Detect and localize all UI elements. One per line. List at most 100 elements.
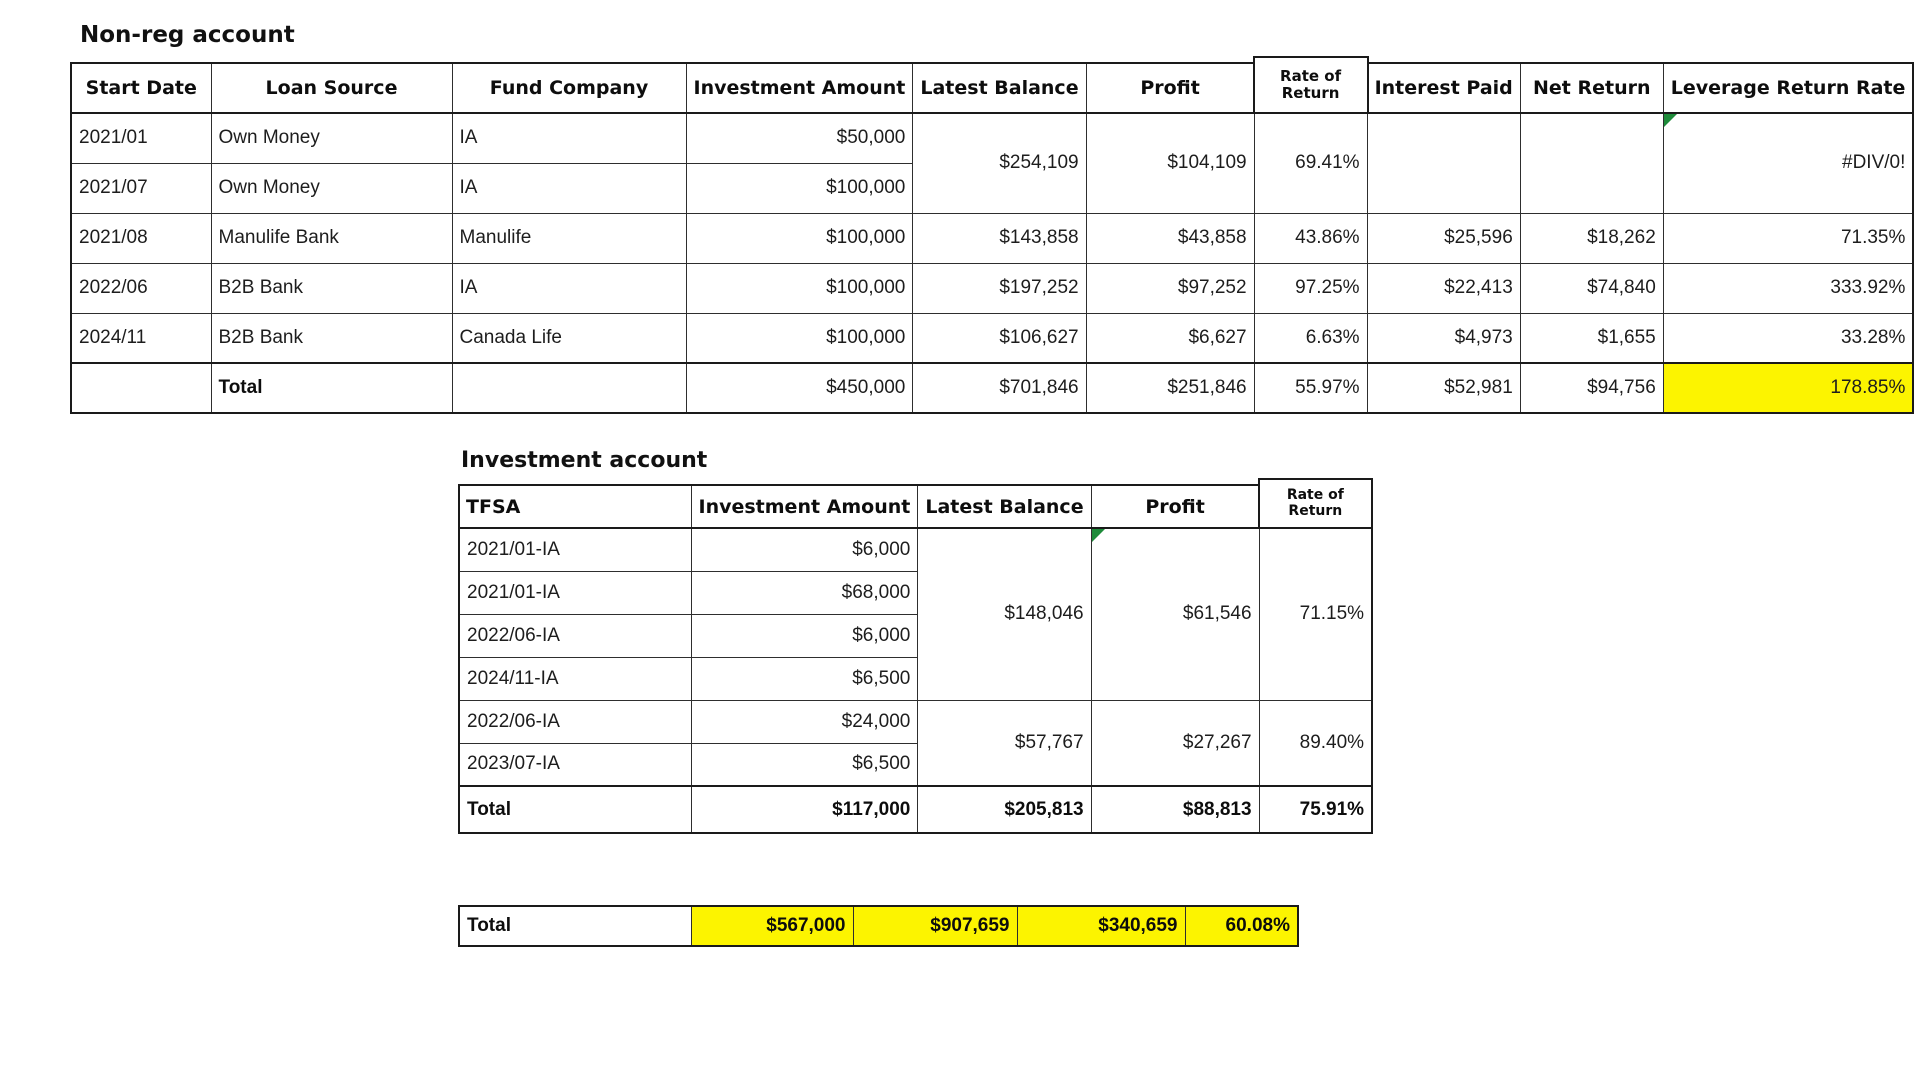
table-row: 2022/06-IA $24,000 $57,767 $27,267 89.40… [458,699,1373,787]
col-header-fund-company: Fund Company [451,62,687,114]
cell-total-interest-paid: $52,981 [1366,362,1521,414]
cell-investment-amount: $100,000 [685,262,914,314]
cell-profit: $97,252 [1085,262,1255,314]
cell-rate-of-return-merged: 69.41% [1253,112,1368,214]
cell-investment-amount: $6,500 [690,656,919,701]
grand-total-table: Total $567,000 $907,659 $340,659 60.08% [458,905,1299,947]
col-header-loan-source: Loan Source [210,62,453,114]
cell-fund-company: Manulife [451,212,687,264]
col-header-leverage-return-rate: Leverage Return Rate [1662,62,1914,114]
cell-profit-merged: $61,546 [1090,527,1260,701]
cell-investment-amount: $68,000 [690,570,919,615]
cell-rate-of-return-merged: 71.15% [1258,527,1373,701]
cell-investment-amount: $100,000 [685,312,914,364]
cell-investment-amount: $6,000 [690,613,919,658]
investment-section-title: Investment account [461,448,708,473]
cell-fund-company: IA [451,112,687,164]
table-row: 2022/06-IA $6,000 [458,613,1372,658]
cell-tfsa-entry: 2021/01-IA [458,527,692,572]
cell-tfsa-entry: 2022/06-IA [458,613,692,658]
cell-latest-balance-merged: $254,109 [912,112,1087,214]
investment-table: TFSA Investment Amount Latest Balance Pr… [458,478,1374,834]
col-header-start-date: Start Date [70,62,212,114]
cell-interest-paid: $25,596 [1366,212,1521,264]
cell-empty [451,362,687,414]
grand-total-row: Total $567,000 $907,659 $340,659 60.08% [458,905,1299,947]
cell-latest-balance-merged: $57,767 [917,699,1092,787]
cell-leverage-return-rate: 71.35% [1662,212,1914,264]
table-row: 2021/01-IA $68,000 [458,570,1372,615]
cell-leverage-return-rate: 33.28% [1662,312,1914,364]
nonreg-header-row: Start Date Loan Source Fund Company Inve… [70,56,1914,114]
investment-header-row: TFSA Investment Amount Latest Balance Pr… [458,478,1374,529]
cell-tfsa-entry: 2024/11-IA [458,656,692,701]
nonreg-table: Start Date Loan Source Fund Company Inve… [70,56,1915,414]
cell-total-latest-balance: $701,846 [912,362,1087,414]
cell-loan-source: B2B Bank [210,312,453,364]
col-header-net-return: Net Return [1519,62,1664,114]
cell-empty [70,362,212,414]
col-header-profit: Profit [1085,62,1255,114]
cell-tfsa-entry: 2022/06-IA [458,699,692,744]
cell-total-leverage-highlighted: 178.85% [1662,362,1914,414]
col-header-interest-paid: Interest Paid [1366,62,1521,114]
nonreg-section-title: Non-reg account [80,22,295,48]
cell-loan-source: Manulife Bank [210,212,453,264]
cell-net-return: $1,655 [1519,312,1664,364]
col-header-profit: Profit [1090,484,1260,529]
cell-net-return: $18,262 [1519,212,1664,264]
investment-total-row: Total $117,000 $205,813 $88,813 75.91% [458,785,1373,834]
cell-start-date: 2021/01 [70,112,212,164]
cell-rate-of-return: 43.86% [1253,212,1368,264]
cell-interest-paid: $22,413 [1366,262,1521,314]
col-header-tfsa: TFSA [458,484,692,529]
table-row: 2021/07 Own Money IA $100,000 [70,162,1913,214]
cell-total-profit: $88,813 [1090,785,1260,834]
cell-tfsa-entry: 2023/07-IA [458,742,692,787]
cell-leverage-return-rate: 333.92% [1662,262,1914,314]
cell-loan-source: Own Money [210,112,453,164]
cell-investment-amount: $6,500 [690,742,919,787]
cell-leverage-error: #DIV/0! [1662,112,1914,214]
cell-profit-merged: $27,267 [1090,699,1260,787]
cell-grand-investment-amount: $567,000 [690,905,854,947]
table-row: 2024/11-IA $6,500 [458,656,1372,701]
cell-start-date: 2024/11 [70,312,212,364]
cell-start-date: 2021/08 [70,212,212,264]
cell-grand-rate-of-return: 60.08% [1184,905,1299,947]
col-header-investment-amount: Investment Amount [690,484,919,529]
table-row: 2024/11 B2B Bank Canada Life $100,000 $1… [70,312,1914,364]
cell-latest-balance-merged: $148,046 [917,527,1092,701]
table-row: 2022/06 B2B Bank IA $100,000 $197,252 $9… [70,262,1914,314]
nonreg-total-row: Total $450,000 $701,846 $251,846 55.97% … [70,362,1914,414]
rate-of-return-raised-box: Rate of Return [1252,56,1369,114]
cell-profit: $43,858 [1085,212,1255,264]
cell-interest-paid-merged [1366,112,1521,214]
cell-profit: $6,627 [1085,312,1255,364]
cell-net-return-merged [1519,112,1664,214]
cell-latest-balance: $143,858 [912,212,1087,264]
cell-fund-company: IA [451,262,687,314]
cell-loan-source: B2B Bank [210,262,453,314]
cell-investment-amount: $100,000 [685,212,914,264]
cell-investment-amount: $6,000 [690,527,919,572]
cell-investment-amount: $24,000 [690,699,919,744]
cell-investment-amount: $50,000 [685,112,914,164]
cell-rate-of-return: 97.25% [1253,262,1368,314]
table-row: 2023/07-IA $6,500 [458,742,1372,787]
cell-total-rate-of-return: 75.91% [1258,785,1373,834]
cell-tfsa-entry: 2021/01-IA [458,570,692,615]
total-label: Total [458,905,692,947]
total-label: Total [210,362,453,414]
cell-rate-of-return-merged: 89.40% [1258,699,1373,787]
cell-latest-balance: $106,627 [912,312,1087,364]
cell-fund-company: IA [451,162,687,214]
cell-total-investment-amount: $117,000 [690,785,919,834]
table-row: 2021/01-IA $6,000 $148,046 $61,546 71.15… [458,527,1373,701]
rate-of-return-raised-box: Rate of Return [1257,478,1374,529]
cell-grand-latest-balance: $907,659 [852,905,1018,947]
cell-total-profit: $251,846 [1085,362,1255,414]
cell-total-latest-balance: $205,813 [917,785,1092,834]
cell-fund-company: Canada Life [451,312,687,364]
